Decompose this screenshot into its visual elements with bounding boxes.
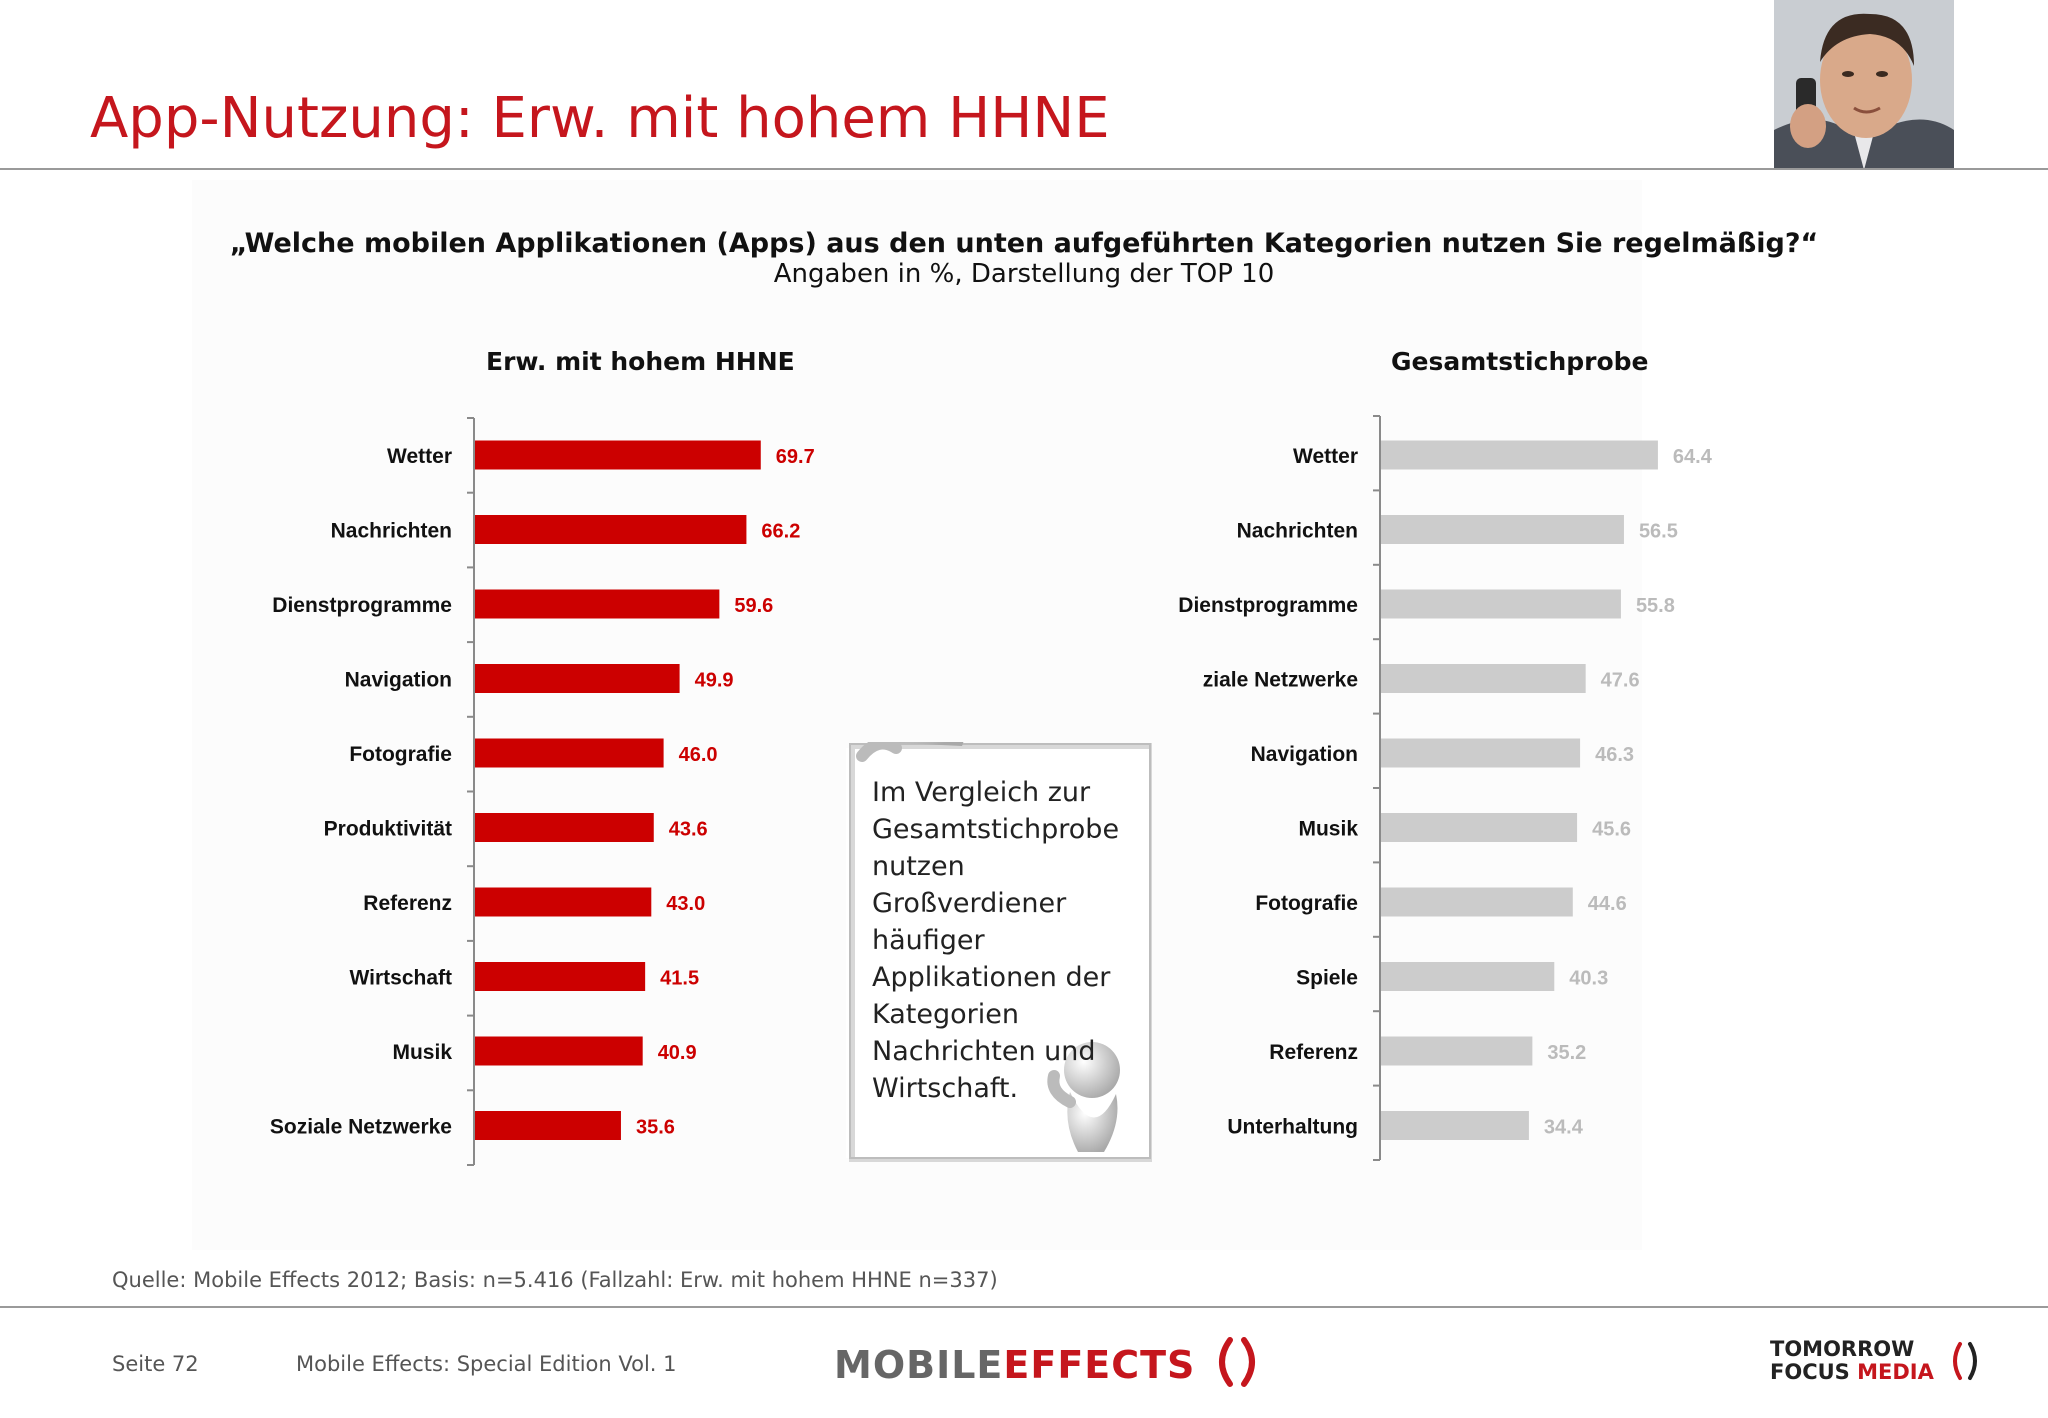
category-label: Produktivität: [324, 818, 452, 841]
source-note: Quelle: Mobile Effects 2012; Basis: n=5.…: [112, 1268, 998, 1292]
category-label: Nachrichten: [331, 520, 452, 543]
category-label: Fotografie: [349, 743, 452, 766]
mobile-effects-logo: MOBILEEFFECTS: [834, 1336, 1264, 1390]
chart-title-right: Gesamtstichprobe: [1391, 347, 1649, 376]
category-label: Wirtschaft: [350, 967, 453, 990]
data-label: 43.0: [666, 893, 705, 915]
header-divider: [0, 168, 2048, 170]
bar: [1381, 1036, 1533, 1066]
category-label: Fotografie: [1255, 892, 1358, 915]
data-label: 35.6: [636, 1117, 675, 1139]
bar: [475, 664, 680, 693]
data-label: 35.2: [1547, 1042, 1586, 1064]
data-label: 56.5: [1639, 521, 1678, 543]
category-label: Spiele: [1296, 967, 1358, 990]
bar: [475, 962, 646, 991]
callout-text: Im Vergleich zur Gesamtstichprobe nutzen…: [872, 777, 1120, 1104]
bar: [1381, 962, 1555, 991]
bar: [475, 1036, 643, 1066]
logo-tomorrow-text: TOMORROW: [1770, 1337, 1915, 1361]
category-label: ziale Netzwerke: [1203, 669, 1358, 692]
data-label: 59.6: [734, 595, 773, 617]
callout-board-illustration: [846, 742, 1152, 1162]
survey-question: „Welche mobilen Applikationen (Apps) aus…: [229, 228, 1819, 259]
chart-right: 64.4 Wetter 56.5 Nachrichten 55.8 Dienstprogr…: [1178, 415, 1713, 1161]
data-label: 45.6: [1592, 819, 1631, 841]
bar: [1381, 589, 1621, 619]
data-label: 64.4: [1673, 446, 1713, 468]
data-label: 46.0: [679, 744, 718, 766]
data-label: 66.2: [761, 521, 800, 543]
logo-mobile-text: MOBILE: [834, 1343, 1004, 1387]
data-label: 49.9: [695, 670, 734, 692]
data-label: 46.3: [1595, 744, 1634, 766]
data-label: 55.8: [1636, 595, 1675, 617]
category-label: Musik: [392, 1041, 452, 1064]
bar: [1381, 440, 1658, 470]
category-label: Musik: [1298, 818, 1358, 841]
category-label: Navigation: [1251, 743, 1358, 766]
data-label: 40.3: [1569, 968, 1608, 990]
chart-left: 69.7 Wetter 66.2 Nachrichten 59.6 Dienstprogr…: [270, 417, 815, 1166]
category-label: Soziale Netzwerke: [270, 1116, 452, 1139]
chart-subtitle: Angaben in %, Darstellung der TOP 10: [773, 259, 1275, 289]
data-label: 34.4: [1544, 1117, 1584, 1139]
bar: [1381, 738, 1581, 768]
chart-title-left: Erw. mit hohem HHNE: [486, 347, 795, 376]
category-label: Navigation: [345, 669, 452, 692]
data-label: 40.9: [658, 1042, 697, 1064]
category-label: Dienstprogramme: [1178, 594, 1358, 617]
bar: [475, 440, 761, 470]
logo-focus-text: FOCUS: [1770, 1360, 1850, 1384]
bar: [1381, 515, 1624, 544]
category-label: Wetter: [1293, 445, 1358, 468]
bar: [475, 887, 652, 917]
logo-effects-text: EFFECTS: [1003, 1343, 1196, 1387]
bar: [475, 515, 747, 544]
tomorrow-focus-media-logo: TOMORROW FOCUS MEDIA: [1770, 1337, 1977, 1384]
data-label: 69.7: [776, 446, 815, 468]
logo-media-text: MEDIA: [1857, 1360, 1934, 1384]
bar: [475, 738, 664, 768]
data-label: 47.6: [1601, 670, 1640, 692]
category-label: Wetter: [387, 445, 452, 468]
bar: [1381, 1111, 1529, 1140]
footer-divider: [0, 1306, 2048, 1308]
category-label: Referenz: [363, 892, 452, 915]
tfm-parenthesis-icon: [1953, 1342, 1977, 1380]
category-label: Dienstprogramme: [272, 594, 452, 617]
bar: [1381, 664, 1586, 693]
bar: [1381, 813, 1578, 842]
man-on-phone-photo: [1774, 0, 1954, 170]
edition-label: Mobile Effects: Special Edition Vol. 1: [296, 1352, 677, 1376]
bar: [475, 813, 654, 842]
category-label: Nachrichten: [1237, 520, 1358, 543]
bar: [475, 1111, 621, 1140]
parentheses-logo-icon: [1218, 1337, 1255, 1387]
bar: [1381, 887, 1573, 917]
data-label: 44.6: [1588, 893, 1627, 915]
data-label: 41.5: [660, 968, 699, 990]
page-number: Seite 72: [112, 1352, 199, 1376]
bar: [475, 589, 720, 619]
page-title: App-Nutzung: Erw. mit hohem HHNE: [90, 86, 1110, 151]
category-label: Unterhaltung: [1227, 1116, 1358, 1139]
category-label: Referenz: [1269, 1041, 1358, 1064]
data-label: 43.6: [669, 819, 708, 841]
